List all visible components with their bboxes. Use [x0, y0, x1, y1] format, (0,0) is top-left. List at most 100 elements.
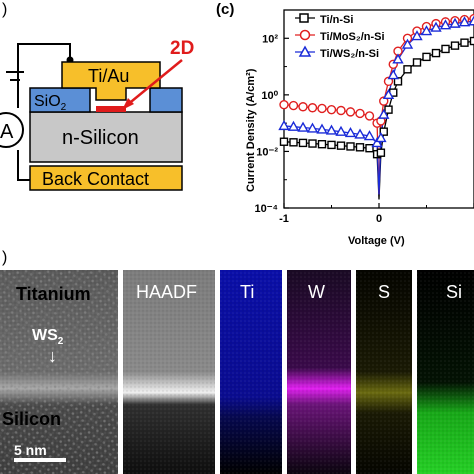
data-point-triangle [375, 132, 387, 143]
y-tick-label: 10⁻⁴ [255, 203, 278, 215]
data-point-circle [383, 76, 394, 87]
data-point-square [355, 143, 365, 152]
data-point-triangle [287, 120, 300, 131]
silicon-label: Silicon [2, 409, 61, 429]
data-point-triangle [344, 127, 357, 138]
data-point-triangle [387, 69, 399, 80]
data-point-square [460, 38, 469, 47]
data-point-square [469, 36, 474, 46]
bottom-wire [17, 150, 34, 181]
data-point-square [346, 142, 355, 151]
panel-a-paren: ) [2, 1, 7, 18]
tem-noise-texture [0, 270, 118, 474]
si-noise-texture [417, 270, 474, 474]
panel-e-paren: ) [2, 249, 7, 266]
sio2-label: SiO2 [34, 93, 67, 113]
ws2-label: WS2 [32, 327, 64, 347]
legend-label-ti-ws2: Ti/WS₂/n-Si [320, 48, 379, 60]
data-point-square [431, 48, 441, 58]
legend-label-ti-nsi: Ti/n-Si [320, 14, 353, 26]
legend-circle-marker-icon [299, 29, 311, 41]
chart-legend: Ti/n-Si Ti/MoS₂/n-Si Ti/WS₂/n-Si [295, 13, 385, 60]
data-point-triangle [325, 124, 338, 135]
data-point-square [441, 44, 450, 54]
legend-triangle-marker-icon [298, 45, 312, 57]
data-point-circle [288, 100, 299, 111]
data-point-square [422, 52, 431, 62]
down-arrow-icon: ↓ [48, 346, 57, 366]
x-tick-label: -1 [279, 213, 289, 225]
y-axis-label: Current Density (A/cm²) [245, 68, 257, 192]
data-point-circle [379, 96, 389, 106]
data-point-square [298, 138, 308, 148]
data-point-square [450, 41, 460, 50]
data-point-triangle [439, 19, 452, 30]
2d-label: 2D [170, 38, 194, 59]
data-point-triangle [371, 136, 383, 148]
haadf-label: HAADF [136, 282, 197, 302]
data-point-square [412, 58, 422, 67]
data-point-square [308, 139, 317, 148]
x-tick-label: 0 [376, 213, 382, 225]
data-point-circle [326, 104, 337, 115]
2d-arrowhead-icon [122, 98, 134, 110]
ti-noise-texture [220, 270, 282, 474]
data-point-square [317, 140, 327, 149]
n-silicon-label: n-Silicon [62, 127, 139, 149]
data-point-triangle [378, 108, 390, 119]
ammeter-label: A [0, 121, 14, 143]
data-point-triangle [411, 30, 423, 41]
2d-layer [96, 106, 126, 112]
y-tick-label: 10⁰ [261, 90, 278, 102]
s-label: S [378, 282, 390, 302]
y-tick-label: 10² [262, 33, 278, 45]
x-ticks: -1 0 [279, 203, 474, 225]
data-point-triangle [363, 130, 376, 141]
data-point-circle [345, 107, 356, 117]
panel-a-schematic: ) A n-Silicon Back Contact SiO2 Ti/Au 2D [0, 1, 194, 191]
data-point-square [327, 140, 336, 150]
data-point-square [365, 144, 374, 153]
titanium-label: Titanium [16, 284, 91, 304]
ammeter-icon [0, 112, 24, 148]
data-point-square [336, 141, 346, 150]
data-point-triangle [468, 15, 474, 26]
back-contact-label: Back Contact [42, 169, 149, 189]
ti-au-contact [61, 61, 161, 101]
data-point-triangle [316, 123, 328, 134]
data-point-square [376, 148, 386, 157]
data-point-triangle [458, 16, 471, 27]
data-point-circle [307, 103, 318, 113]
data-point-triangle [297, 121, 309, 132]
si-label: Si [446, 282, 462, 302]
data-point-square [403, 65, 412, 74]
data-point-square [279, 137, 289, 146]
data-point-square [384, 105, 393, 114]
data-point-triangle [401, 38, 414, 49]
data-point-circle [336, 105, 346, 116]
data-point-triangle [449, 17, 461, 28]
data-point-square [289, 138, 298, 147]
data-point-triangle [392, 53, 404, 64]
scale-bar-label: 5 nm [14, 442, 47, 458]
y-tick-label: 10⁻² [256, 146, 278, 158]
panel-e-microscopy: ) Titanium WS2 ↓ Silicon 5 nm HAADF Ti W… [0, 249, 474, 474]
data-point-circle [317, 103, 327, 114]
legend-label-ti-mos2: Ti/MoS₂/n-Si [320, 31, 385, 43]
data-point-triangle [278, 119, 290, 131]
legend-square-marker-icon [299, 13, 309, 23]
series-markers [278, 13, 474, 159]
sio2-right [149, 87, 183, 113]
x-axis-label: Voltage (V) [348, 235, 405, 247]
ti-au-label: Ti/Au [88, 66, 129, 86]
haadf-noise-texture [123, 270, 215, 474]
data-point-triangle [354, 128, 366, 139]
sio2-left [29, 87, 91, 113]
data-point-triangle [420, 25, 433, 36]
scale-bar [14, 458, 66, 462]
w-noise-texture [287, 270, 351, 474]
data-point-triangle [382, 88, 395, 100]
data-point-square [379, 127, 388, 136]
ti-label: Ti [240, 282, 254, 302]
